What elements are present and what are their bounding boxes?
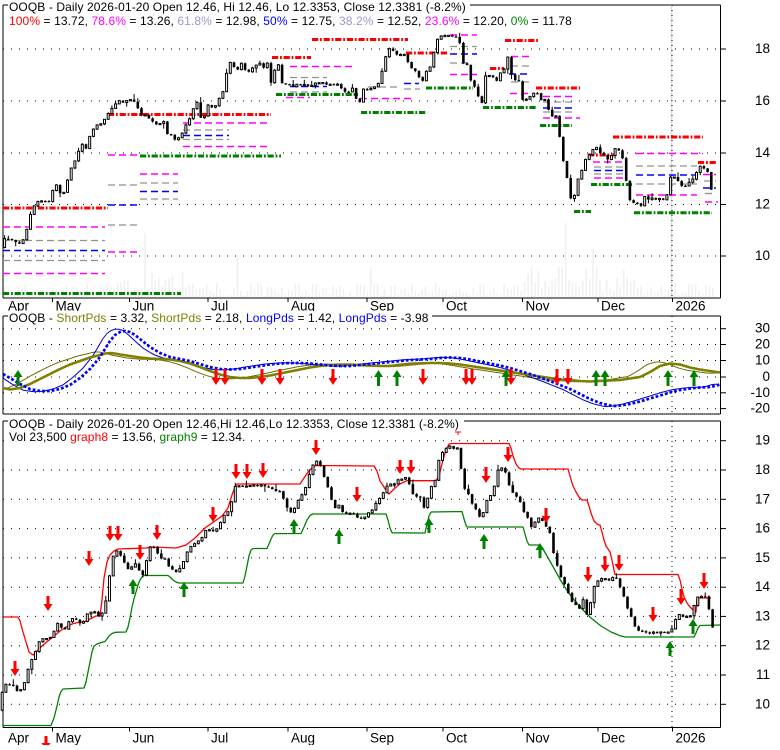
svg-text:Jun: Jun [133,299,155,314]
svg-text:16: 16 [755,93,770,108]
svg-text:2026: 2026 [676,731,706,746]
svg-text:OOQB - Daily 2026-01-20 Open 1: OOQB - Daily 2026-01-20 Open 12.46, Hi 1… [9,0,466,14]
svg-text:May: May [56,731,82,746]
svg-text:Apr: Apr [8,299,30,314]
svg-text:OOQB - ShortPds = 3.32, ShortP: OOQB - ShortPds = 3.32, ShortPds = 2.18,… [9,311,429,325]
svg-text:Vol 23,500 graph8 = 13.56, gra: Vol 23,500 graph8 = 13.56, graph9 = 12.3… [9,430,245,444]
svg-text:19: 19 [755,433,770,448]
svg-text:18: 18 [755,462,770,477]
svg-text:Aug: Aug [291,299,315,314]
svg-text:Oct: Oct [446,731,467,746]
svg-text:10: 10 [755,248,770,263]
svg-text:May: May [56,299,82,314]
svg-text:13: 13 [755,608,770,623]
svg-text:17: 17 [755,491,770,506]
svg-text:Dec: Dec [601,731,625,746]
svg-text:100% = 13.72, 78.6% = 13.26, 6: 100% = 13.72, 78.6% = 13.26, 61.8% = 12.… [9,14,572,28]
svg-text:Jul: Jul [211,731,228,746]
svg-text:Sep: Sep [370,299,394,314]
svg-text:Apr: Apr [8,731,30,746]
svg-text:12: 12 [755,197,770,212]
svg-text:18: 18 [755,41,770,56]
svg-text:0: 0 [762,369,770,384]
svg-text:-20: -20 [750,401,770,416]
svg-text:Nov: Nov [526,299,550,314]
svg-text:20: 20 [755,337,770,352]
svg-text:12: 12 [755,638,770,653]
svg-text:Oct: Oct [446,299,467,314]
svg-text:OOQB - Daily 2026-01-20 Open 1: OOQB - Daily 2026-01-20 Open 12.46,Hi 12… [9,417,459,431]
svg-text:Sep: Sep [370,731,394,746]
svg-text:Jun: Jun [133,731,155,746]
svg-text:16: 16 [755,521,770,536]
svg-text:Jul: Jul [211,299,228,314]
svg-text:-10: -10 [750,385,770,400]
svg-text:14: 14 [755,145,771,160]
svg-text:10: 10 [755,353,770,368]
svg-text:30: 30 [755,321,770,336]
svg-text:Dec: Dec [601,299,625,314]
svg-text:Aug: Aug [291,731,315,746]
svg-text:Nov: Nov [526,731,550,746]
svg-text:15: 15 [755,550,770,565]
svg-text:11: 11 [756,667,770,682]
svg-text:10: 10 [755,696,770,711]
svg-text:14: 14 [755,579,771,594]
svg-text:2026: 2026 [676,299,706,314]
